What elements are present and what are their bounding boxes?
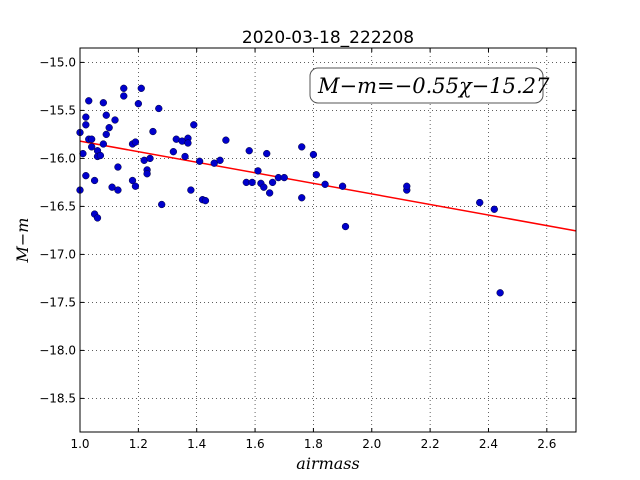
data-point [120, 84, 128, 92]
data-point [114, 186, 122, 194]
x-axis-label: airmass [296, 454, 359, 473]
data-point [312, 171, 320, 179]
data-point [248, 178, 256, 187]
data-point [245, 147, 253, 155]
data-point [403, 182, 411, 190]
data-point [131, 138, 140, 146]
data-point [85, 97, 93, 105]
data-point [210, 159, 218, 167]
x-tick-label: 2.4 [479, 437, 498, 451]
data-point [298, 143, 306, 151]
data-point [149, 127, 157, 136]
y-tick-label: −17.5 [39, 295, 76, 309]
data-point [131, 182, 140, 190]
data-point [265, 189, 274, 197]
data-point [128, 176, 137, 185]
y-tick-label: −17.0 [39, 247, 76, 261]
data-point [102, 111, 110, 119]
chart-title: 2020-03-18_222208 [242, 28, 414, 48]
data-point [309, 150, 318, 159]
fit-equation-annotation: M−m=−0.55χ−15.27 [309, 67, 550, 104]
data-point [181, 152, 189, 161]
data-point [321, 180, 329, 188]
annotation-text: M−m=−0.55χ−15.27 [317, 74, 550, 98]
data-point [298, 194, 306, 202]
x-tick-label: 2.2 [421, 437, 440, 451]
data-point [490, 205, 498, 213]
data-point [88, 135, 96, 143]
y-tick-label: −15.0 [39, 55, 76, 69]
data-point [184, 139, 192, 147]
y-tick-label: −16.0 [39, 151, 76, 165]
data-point [137, 84, 145, 92]
data-point [476, 198, 484, 207]
y-tick-label: −18.0 [39, 343, 76, 357]
data-point [216, 156, 224, 164]
data-point [82, 113, 90, 121]
data-point [146, 154, 154, 163]
x-tick-label: 1.6 [246, 437, 265, 451]
y-tick-label: −15.5 [39, 103, 76, 117]
data-point [338, 182, 347, 190]
data-point [341, 222, 350, 231]
data-point [254, 167, 262, 175]
data-point [263, 149, 271, 158]
data-point [169, 148, 178, 156]
data-point [108, 183, 116, 191]
annotation-box [309, 67, 544, 104]
data-point [90, 176, 99, 185]
data-point [93, 214, 102, 222]
y-tick-label: −18.5 [39, 391, 76, 405]
data-point [158, 200, 166, 209]
plot-frame [79, 47, 577, 433]
data-point [260, 183, 268, 191]
data-point [99, 99, 107, 107]
data-point [102, 130, 110, 139]
data-point [82, 121, 90, 129]
data-point [120, 92, 128, 100]
x-tick-label: 2.6 [537, 437, 556, 451]
data-point [96, 151, 105, 160]
data-point [88, 143, 96, 151]
data-point [222, 136, 230, 144]
x-tick-label: 2.0 [362, 437, 381, 451]
data-point [496, 289, 504, 297]
data-point [190, 121, 198, 129]
data-point [105, 124, 113, 132]
data-point [82, 172, 90, 180]
y-tick-label: −16.5 [39, 199, 76, 213]
data-point [187, 186, 195, 194]
data-point [79, 149, 87, 158]
data-point [195, 157, 204, 165]
x-tick-label: 1.8 [304, 437, 323, 451]
axis-ticks: 1.0 1.2 1.4 1.6 1.8 2.0 2.2 2.4 2.6 −15.0 −15.5 −16… [39, 48, 576, 451]
data-point [99, 140, 107, 148]
x-tick-label: 1.2 [129, 437, 148, 451]
data-point [280, 173, 288, 182]
data-point [111, 116, 119, 124]
x-tick-label: 1.4 [187, 437, 206, 451]
data-point [201, 196, 210, 205]
data-point [143, 170, 151, 178]
data-point [268, 178, 277, 187]
data-point [134, 100, 143, 108]
x-tick-label: 1.0 [70, 437, 89, 451]
data-point [114, 163, 122, 171]
grid [79, 48, 576, 432]
data-point [155, 104, 163, 113]
y-axis-label: M−m [13, 218, 32, 264]
